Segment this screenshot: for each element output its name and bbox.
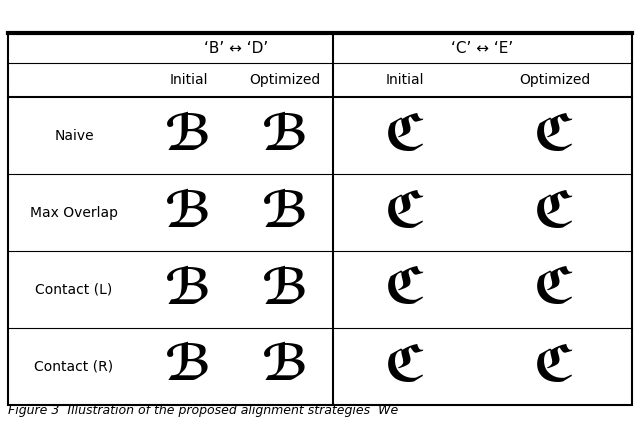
Text: ℬ: ℬ bbox=[262, 266, 308, 314]
Text: Initial: Initial bbox=[169, 73, 208, 87]
Text: Figure 3  Illustration of the proposed alignment strategies  We: Figure 3 Illustration of the proposed al… bbox=[8, 404, 398, 417]
Text: ℬ: ℬ bbox=[262, 343, 308, 391]
Text: ℬ: ℬ bbox=[165, 189, 212, 236]
Text: ℭ: ℭ bbox=[534, 343, 575, 391]
Text: Naive: Naive bbox=[54, 128, 94, 142]
Text: ℭ: ℭ bbox=[534, 189, 575, 236]
Text: Optimized: Optimized bbox=[519, 73, 590, 87]
Text: Contact (R): Contact (R) bbox=[35, 360, 113, 374]
Text: ℬ: ℬ bbox=[262, 189, 308, 236]
Text: ‘B’ ↔ ‘D’: ‘B’ ↔ ‘D’ bbox=[204, 40, 269, 56]
Bar bbox=[8, 33, 632, 405]
Text: Contact (L): Contact (L) bbox=[35, 283, 113, 297]
Text: ‘C’ ↔ ‘E’: ‘C’ ↔ ‘E’ bbox=[451, 40, 514, 56]
Text: ℭ: ℭ bbox=[385, 111, 426, 159]
Text: ℬ: ℬ bbox=[165, 111, 212, 159]
Text: ℬ: ℬ bbox=[165, 343, 212, 391]
Text: Optimized: Optimized bbox=[250, 73, 321, 87]
Text: ℭ: ℭ bbox=[385, 189, 426, 236]
Text: ℭ: ℭ bbox=[534, 111, 575, 159]
Text: ℬ: ℬ bbox=[262, 111, 308, 159]
Text: ℭ: ℭ bbox=[385, 266, 426, 314]
Text: Initial: Initial bbox=[386, 73, 424, 87]
Text: Max Overlap: Max Overlap bbox=[30, 206, 118, 219]
Text: ℭ: ℭ bbox=[385, 343, 426, 391]
Text: ℬ: ℬ bbox=[165, 266, 212, 314]
Text: ℭ: ℭ bbox=[534, 266, 575, 314]
